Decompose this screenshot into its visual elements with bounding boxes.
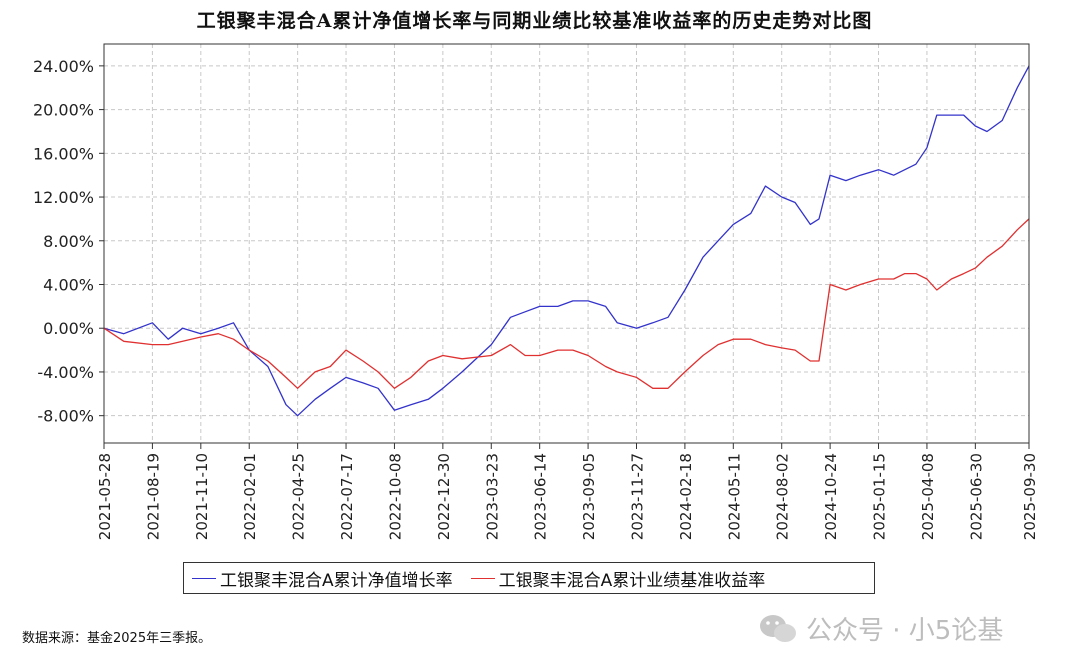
y-tick-label: 0.00% <box>43 319 94 338</box>
y-tick-label: -4.00% <box>37 363 94 382</box>
x-tick-label: 2025-06-30 <box>967 453 985 540</box>
wechat-icon <box>760 614 796 642</box>
legend-swatch-benchmark <box>470 577 495 579</box>
x-tick-label: 2024-05-11 <box>725 453 743 540</box>
x-tick-label: 2025-09-30 <box>1021 453 1039 540</box>
x-tick-label: 2024-08-02 <box>774 453 792 540</box>
legend-item-benchmark: 工银聚丰混合A累计业绩基准收益率 <box>470 566 766 591</box>
x-tick-label: 2022-07-17 <box>338 453 356 540</box>
legend-swatch-nav <box>192 577 216 579</box>
grid-layer <box>103 44 1030 443</box>
x-tick-label: 2021-11-10 <box>193 453 211 540</box>
y-tick-label: 8.00% <box>43 232 94 251</box>
x-tick-label: 2022-10-08 <box>386 453 404 540</box>
chart-title: 工银聚丰混合A累计净值增长率与同期业绩比较基准收益率的历史走势对比图 <box>196 10 873 32</box>
y-tick-label: 12.00% <box>33 188 94 207</box>
series-line-nav <box>103 65 1030 417</box>
series-line-benchmark <box>103 218 1030 389</box>
x-tick-label: 2023-06-14 <box>532 453 550 540</box>
x-tick-label: 2022-02-01 <box>241 453 259 540</box>
y-tick-label: 20.00% <box>33 101 94 120</box>
x-tick-label: 2023-09-05 <box>580 453 598 540</box>
watermark-text: 公众号 · 小5论基 <box>806 616 1004 646</box>
plot-frame <box>103 43 1030 444</box>
x-tick-label: 2024-02-18 <box>677 453 695 540</box>
chart-legend: 工银聚丰混合A累计净值增长率 工银聚丰混合A累计业绩基准收益率 <box>183 562 875 594</box>
y-tick-label: -8.00% <box>37 407 94 426</box>
x-tick-label: 2021-08-19 <box>144 453 162 540</box>
legend-item-nav: 工银聚丰混合A累计净值增长率 <box>192 566 453 591</box>
y-tick-label: 4.00% <box>43 275 94 294</box>
y-tick-label: 24.00% <box>33 57 94 76</box>
y-tick-label: 16.00% <box>33 144 94 163</box>
legend-label-benchmark: 工银聚丰混合A累计业绩基准收益率 <box>498 570 766 591</box>
x-tick-label: 2022-12-30 <box>435 453 453 540</box>
x-tick-label: 2024-10-24 <box>822 453 840 540</box>
x-tick-label: 2025-04-08 <box>919 453 937 540</box>
x-tick-label: 2023-03-23 <box>483 453 501 540</box>
axis-layer: 24.00% 20.00% 16.00% 12.00% 8.00% 4.00% 0.00% -… <box>33 57 1039 540</box>
x-tick-label: 2025-01-15 <box>871 453 889 540</box>
x-tick-label: 2023-11-27 <box>628 453 646 540</box>
source-note: 数据来源：基金2025年三季报。 <box>22 631 212 646</box>
legend-label-nav: 工银聚丰混合A累计净值增长率 <box>220 570 453 591</box>
watermark: 公众号 · 小5论基 <box>758 610 1003 647</box>
x-tick-label: 2021-05-28 <box>96 453 114 540</box>
x-tick-label: 2022-04-25 <box>290 453 308 540</box>
series-layer <box>103 65 1030 417</box>
